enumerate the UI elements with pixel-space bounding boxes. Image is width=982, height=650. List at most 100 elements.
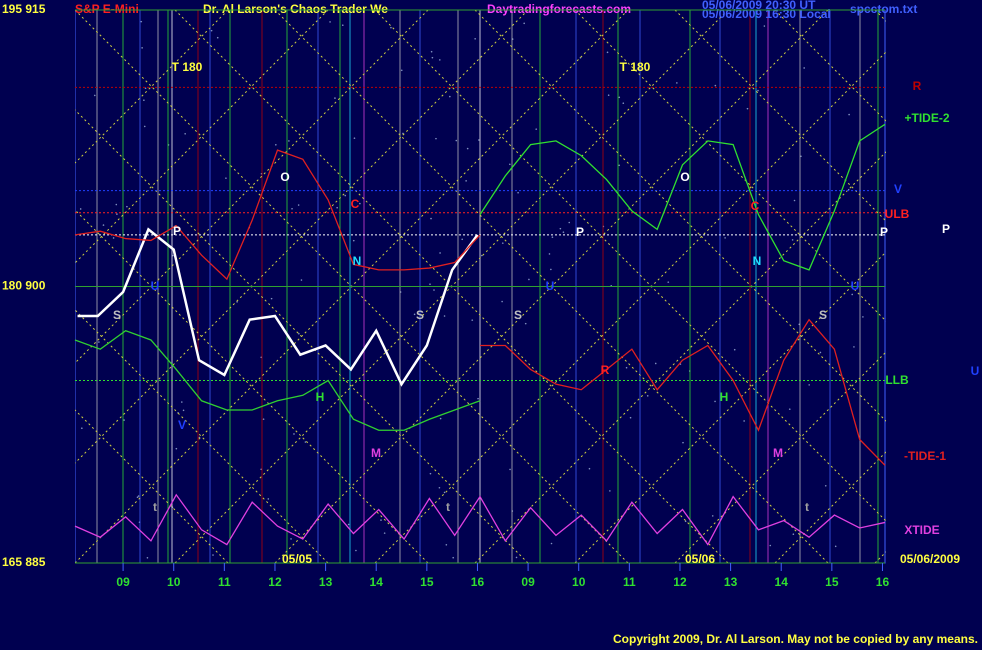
star bbox=[136, 496, 139, 499]
star bbox=[471, 319, 474, 321]
diagonal bbox=[774, 355, 982, 564]
star bbox=[116, 213, 118, 215]
star bbox=[646, 395, 649, 397]
level-label: ULB bbox=[885, 207, 910, 221]
star bbox=[501, 242, 504, 244]
annotation: P bbox=[173, 224, 181, 238]
star bbox=[607, 94, 610, 97]
star bbox=[334, 97, 336, 99]
star bbox=[184, 133, 186, 135]
x-tick-label: 10 bbox=[572, 575, 586, 589]
star bbox=[300, 279, 303, 281]
annotation: S bbox=[514, 308, 522, 322]
star bbox=[439, 417, 442, 420]
annotation: O bbox=[280, 170, 289, 184]
star bbox=[452, 556, 455, 559]
star bbox=[439, 252, 441, 254]
annotation: H bbox=[316, 390, 325, 404]
star bbox=[359, 202, 361, 205]
level-label: R bbox=[913, 79, 922, 93]
annotation: P bbox=[942, 222, 950, 236]
x-tick-label: 11 bbox=[623, 575, 636, 589]
star bbox=[743, 420, 745, 422]
annotation: O bbox=[680, 170, 689, 184]
x-tick-label: 09 bbox=[116, 575, 130, 589]
star bbox=[792, 533, 795, 536]
star bbox=[262, 418, 265, 420]
star bbox=[270, 297, 273, 300]
star bbox=[347, 523, 350, 526]
star bbox=[438, 486, 441, 489]
annotation: U bbox=[546, 279, 555, 293]
star bbox=[216, 36, 219, 39]
series-line bbox=[77, 227, 479, 387]
star bbox=[509, 468, 511, 471]
star bbox=[711, 515, 714, 517]
star bbox=[724, 237, 726, 239]
chart-title: Dr. Al Larson's Chaos Trader We bbox=[203, 2, 388, 16]
star bbox=[355, 549, 357, 552]
star bbox=[588, 467, 591, 470]
annotation: U bbox=[151, 279, 160, 293]
series-line bbox=[74, 493, 886, 546]
star bbox=[210, 29, 213, 32]
star bbox=[629, 416, 632, 419]
x-tick-label: 11 bbox=[218, 575, 231, 589]
star bbox=[429, 283, 431, 285]
star bbox=[98, 341, 100, 343]
star bbox=[714, 84, 717, 87]
star bbox=[609, 490, 611, 492]
star bbox=[431, 56, 434, 59]
star bbox=[550, 268, 552, 271]
star bbox=[559, 227, 562, 230]
star bbox=[834, 545, 837, 548]
star bbox=[851, 293, 853, 296]
star bbox=[853, 346, 855, 348]
star bbox=[474, 37, 476, 40]
clip-right bbox=[886, 0, 982, 650]
star bbox=[144, 87, 147, 90]
star bbox=[528, 278, 530, 281]
x-tick-label: 12 bbox=[673, 575, 687, 589]
star bbox=[304, 441, 307, 443]
star bbox=[568, 221, 571, 224]
star bbox=[383, 532, 386, 534]
annotation: S bbox=[819, 308, 827, 322]
legend-entry: XTIDE bbox=[904, 523, 939, 537]
star bbox=[112, 237, 115, 239]
star bbox=[275, 143, 277, 146]
star bbox=[478, 139, 480, 141]
x-tick-label: 10 bbox=[167, 575, 181, 589]
level-label: P bbox=[880, 225, 888, 239]
star bbox=[353, 137, 356, 139]
annotation: t bbox=[153, 500, 157, 514]
star bbox=[336, 206, 338, 209]
series-line bbox=[479, 123, 886, 271]
star bbox=[625, 366, 628, 369]
star bbox=[126, 205, 128, 208]
star bbox=[329, 21, 331, 23]
site: Daytradingforecasts.com bbox=[487, 2, 631, 16]
star bbox=[562, 231, 565, 233]
star bbox=[146, 556, 149, 559]
star bbox=[429, 472, 432, 475]
annotation: V bbox=[178, 418, 186, 432]
annotation: C bbox=[351, 197, 360, 211]
star bbox=[267, 498, 270, 500]
annotation: U bbox=[851, 279, 860, 293]
star bbox=[445, 543, 448, 546]
clip-left bbox=[0, 0, 75, 650]
star bbox=[430, 217, 432, 220]
annotation: M bbox=[773, 446, 783, 460]
star bbox=[803, 67, 805, 69]
star bbox=[788, 408, 791, 410]
annotation: R bbox=[601, 363, 610, 377]
star bbox=[682, 441, 684, 444]
star bbox=[684, 520, 687, 523]
star bbox=[465, 180, 467, 182]
copyright: Copyright 2009, Dr. Al Larson. May not b… bbox=[613, 632, 978, 646]
star bbox=[400, 69, 403, 72]
star bbox=[93, 94, 96, 97]
